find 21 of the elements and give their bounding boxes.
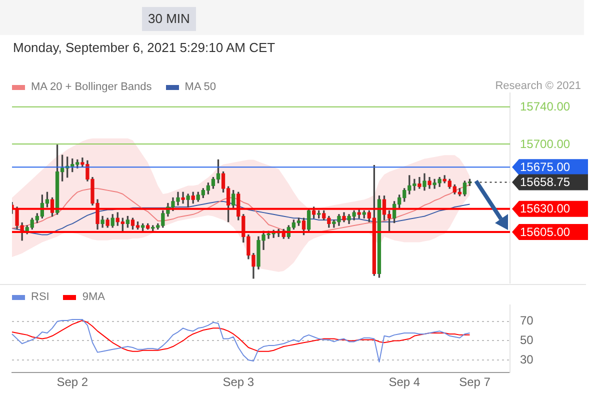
ref-line-label: 15700.00: [520, 136, 570, 151]
y-tick-label: 70: [520, 314, 534, 328]
legend-label: MA 20 + Bollinger Bands: [31, 81, 152, 93]
x-tick-label: Sep 4: [388, 375, 420, 390]
ref-line-label: 15740.00: [520, 100, 570, 114]
y-tick-label: 30: [520, 352, 534, 366]
x-tick-label: Sep 7: [459, 375, 491, 390]
ref-line-label: 15675.00: [520, 160, 570, 174]
ref-line-label: 15630.00: [520, 202, 570, 216]
text: Research © 2021: [495, 80, 581, 92]
candlestick: [181, 192, 185, 204]
ref-line-label: 15658.75: [520, 175, 570, 190]
legend-label: 9MA: [82, 291, 105, 303]
y-tick-label: 50: [520, 333, 534, 348]
text: 30 MIN: [142, 7, 196, 31]
legend-label: MA 50: [184, 81, 216, 93]
ref-line-label: 15605.00: [520, 224, 570, 239]
chart-subtitle: Monday, September 6, 2021 5:29:10 AM CET: [13, 40, 276, 55]
legend-label: RSI: [31, 291, 50, 303]
x-tick-label: Sep 2: [56, 375, 88, 390]
x-tick-label: Sep 3: [222, 375, 254, 390]
